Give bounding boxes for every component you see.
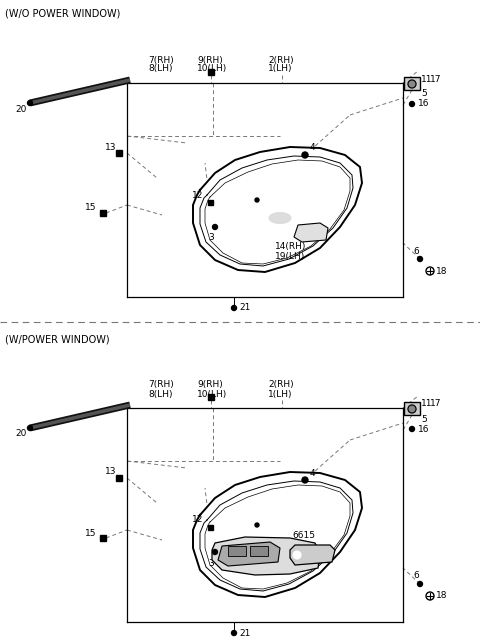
Circle shape bbox=[213, 224, 217, 230]
Bar bbox=[100, 535, 106, 541]
Polygon shape bbox=[193, 147, 362, 272]
Text: 15: 15 bbox=[85, 529, 96, 538]
Text: 14(RH): 14(RH) bbox=[275, 242, 306, 251]
Text: 11: 11 bbox=[421, 399, 432, 408]
Circle shape bbox=[27, 426, 33, 431]
Circle shape bbox=[408, 80, 416, 88]
Text: 21: 21 bbox=[239, 628, 251, 637]
Bar bbox=[207, 525, 213, 529]
Circle shape bbox=[418, 581, 422, 586]
Bar bbox=[208, 394, 214, 400]
Text: 8(LH): 8(LH) bbox=[148, 64, 172, 73]
Circle shape bbox=[255, 198, 259, 202]
Polygon shape bbox=[290, 545, 335, 565]
Text: 2(RH): 2(RH) bbox=[268, 381, 294, 390]
Text: 1(LH): 1(LH) bbox=[268, 64, 292, 73]
Text: 15: 15 bbox=[85, 203, 96, 212]
Text: 19(LH): 19(LH) bbox=[275, 251, 305, 260]
Text: 7(RH): 7(RH) bbox=[148, 381, 174, 390]
Text: 6: 6 bbox=[413, 246, 419, 255]
Text: (W/O POWER WINDOW): (W/O POWER WINDOW) bbox=[5, 9, 120, 19]
Text: 8(LH): 8(LH) bbox=[148, 390, 172, 399]
Polygon shape bbox=[294, 223, 328, 242]
Circle shape bbox=[231, 631, 237, 635]
Text: 6615: 6615 bbox=[292, 530, 315, 539]
Text: 12: 12 bbox=[192, 190, 204, 199]
Bar bbox=[116, 150, 122, 156]
Text: 13: 13 bbox=[105, 467, 117, 476]
Text: 5: 5 bbox=[421, 415, 427, 424]
Bar bbox=[250, 546, 268, 556]
Text: (W/POWER WINDOW): (W/POWER WINDOW) bbox=[5, 334, 109, 344]
Text: 7(RH): 7(RH) bbox=[148, 55, 174, 64]
Circle shape bbox=[293, 551, 301, 559]
Bar bbox=[207, 199, 213, 204]
Circle shape bbox=[213, 550, 217, 554]
Text: 18: 18 bbox=[436, 592, 447, 601]
Text: 10(LH): 10(LH) bbox=[197, 64, 227, 73]
Text: 3: 3 bbox=[208, 233, 214, 242]
Circle shape bbox=[409, 102, 415, 107]
Polygon shape bbox=[193, 472, 362, 597]
Text: 11: 11 bbox=[421, 75, 432, 84]
Polygon shape bbox=[212, 537, 320, 575]
Text: 17: 17 bbox=[430, 399, 442, 408]
Text: 20: 20 bbox=[15, 105, 26, 114]
FancyBboxPatch shape bbox=[404, 77, 420, 90]
Circle shape bbox=[231, 305, 237, 311]
Text: 1(LH): 1(LH) bbox=[268, 390, 292, 399]
FancyBboxPatch shape bbox=[404, 402, 420, 415]
Circle shape bbox=[302, 152, 308, 158]
Text: 9(RH): 9(RH) bbox=[197, 381, 223, 390]
Text: 4: 4 bbox=[310, 143, 316, 152]
Circle shape bbox=[409, 426, 415, 431]
Text: 4: 4 bbox=[310, 469, 316, 478]
Circle shape bbox=[408, 405, 416, 413]
Polygon shape bbox=[218, 542, 280, 566]
Text: 21: 21 bbox=[239, 303, 251, 312]
Text: 2(RH): 2(RH) bbox=[268, 55, 294, 64]
Circle shape bbox=[302, 477, 308, 483]
Bar bbox=[228, 546, 246, 556]
Ellipse shape bbox=[251, 204, 296, 226]
Bar bbox=[208, 69, 214, 75]
Text: 17: 17 bbox=[430, 75, 442, 84]
Text: 12: 12 bbox=[192, 516, 204, 525]
Ellipse shape bbox=[269, 212, 291, 224]
Bar bbox=[100, 210, 106, 216]
Bar bbox=[116, 475, 122, 481]
Text: 9(RH): 9(RH) bbox=[197, 55, 223, 64]
Circle shape bbox=[255, 523, 259, 527]
Text: 6: 6 bbox=[413, 572, 419, 581]
Text: 16: 16 bbox=[418, 100, 430, 109]
Text: 13: 13 bbox=[105, 143, 117, 152]
Text: 3: 3 bbox=[208, 559, 214, 568]
Circle shape bbox=[252, 520, 262, 530]
Text: 18: 18 bbox=[436, 266, 447, 275]
Text: 5: 5 bbox=[421, 89, 427, 98]
Text: 20: 20 bbox=[15, 430, 26, 439]
Text: 16: 16 bbox=[418, 424, 430, 433]
Circle shape bbox=[418, 257, 422, 262]
Text: 10(LH): 10(LH) bbox=[197, 390, 227, 399]
Circle shape bbox=[27, 100, 33, 105]
Circle shape bbox=[252, 195, 262, 205]
